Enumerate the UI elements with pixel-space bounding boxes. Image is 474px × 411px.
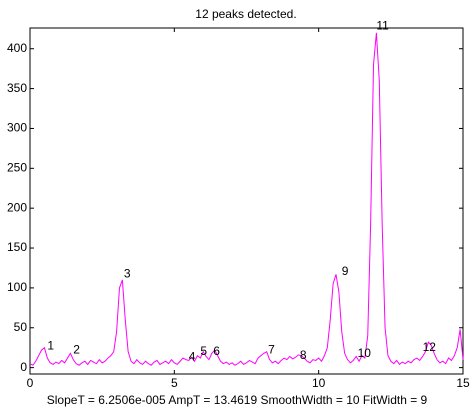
y-tick-label: 300	[7, 121, 27, 135]
y-tick-label: 50	[14, 320, 28, 334]
peak-label: 2	[73, 342, 80, 356]
y-tick-label: 150	[7, 240, 27, 254]
x-tick-label: 15	[456, 376, 470, 390]
signal-line	[29, 32, 464, 366]
y-tick-label: 100	[7, 280, 27, 294]
x-tick-label: 10	[312, 376, 326, 390]
y-tick-label: 350	[7, 81, 27, 95]
y-tick-label: 250	[7, 160, 27, 174]
x-tick-label: 5	[171, 376, 178, 390]
peak-label: 11	[376, 19, 389, 33]
peak-label: 8	[300, 348, 307, 362]
peak-label: 6	[213, 344, 220, 358]
x-axis-label: SlopeT = 6.2506e-005 AmpT = 13.4619 Smoo…	[47, 393, 428, 407]
peak-label: 1	[47, 338, 54, 352]
peak-label: 9	[342, 264, 349, 278]
peak-label: 7	[268, 342, 275, 356]
y-tick-label: 400	[7, 41, 27, 55]
peak-label: 12	[423, 340, 437, 354]
x-tick-label: 0	[27, 376, 34, 390]
peak-label: 10	[358, 346, 372, 360]
peak-label: 3	[124, 267, 131, 281]
y-tick-label: 200	[7, 200, 27, 214]
y-tick-label: 0	[20, 360, 27, 374]
peak-label: 5	[200, 344, 207, 358]
peak-label: 4	[189, 349, 196, 363]
plot-frame	[29, 27, 464, 375]
chart-title: 12 peaks detected.	[195, 7, 296, 21]
